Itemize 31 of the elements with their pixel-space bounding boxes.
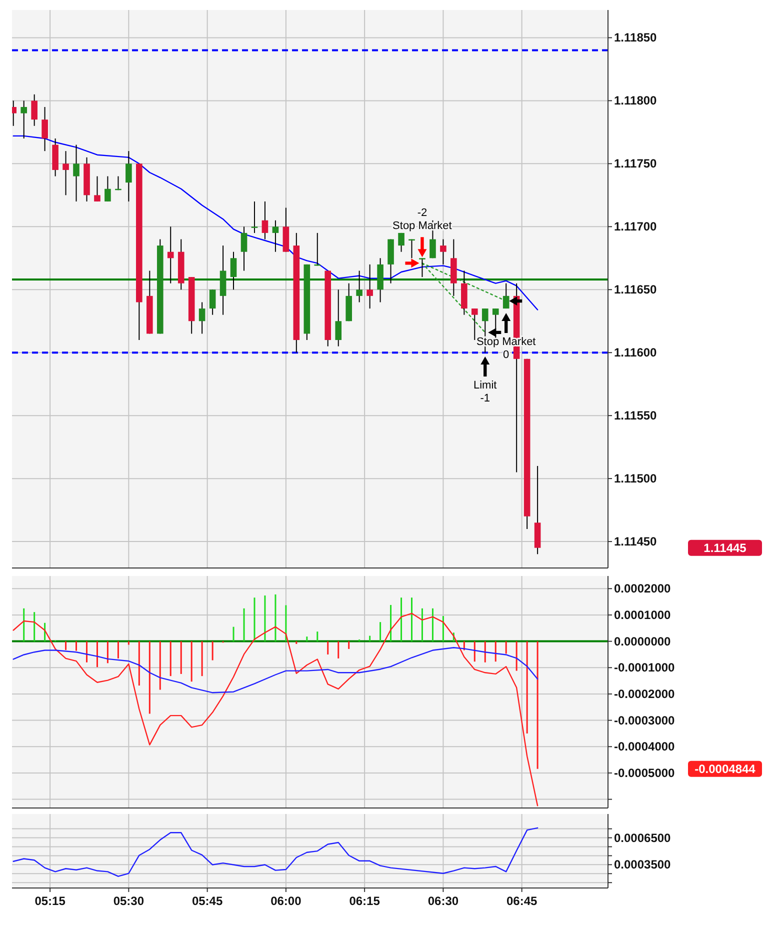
y-tick-label: 1.11600: [614, 346, 658, 360]
y-tick-label: 1.11450: [614, 534, 658, 549]
y-tick-label: 1.11550: [614, 408, 658, 423]
y-tick-label: -0.0005000: [614, 766, 676, 780]
annotation: Limit: [474, 379, 497, 392]
y-tick-label: 1.11800: [614, 94, 658, 108]
y-tick-label: 1.11750: [614, 156, 658, 171]
y-tick-label: 0.0006500: [614, 830, 672, 845]
x-tick-label: 06:00: [270, 894, 302, 908]
x-tick-label: 05:30: [113, 894, 144, 908]
text: 1.11445: [704, 540, 747, 555]
y-tick-label: 1.11850: [614, 30, 658, 45]
y-tick-label: 0.0003500: [614, 858, 672, 872]
y-tick-label: -0.0002000: [614, 686, 676, 701]
x-tick-label: 06:15: [349, 894, 380, 908]
y-tick-label: -0.0001000: [614, 660, 676, 675]
annotation: -1: [480, 392, 490, 404]
y-tick-label: 1.11500: [614, 472, 658, 486]
x-tick-label: 05:45: [192, 894, 223, 908]
y-tick-label: 0.0002000: [614, 582, 672, 596]
y-tick-label: 0.0001000: [614, 608, 672, 622]
x-tick-label: 06:45: [506, 894, 538, 908]
y-tick-label: -0.0004000: [614, 740, 676, 754]
y-tick-label: -0.0003000: [614, 713, 676, 728]
annotation: -2: [417, 207, 428, 220]
x-tick-label: 05:15: [34, 894, 66, 908]
x-tick-label: 06:30: [428, 894, 459, 908]
y-tick-label: 1.11650: [614, 282, 658, 297]
y-tick-label: 0.0000000: [614, 634, 672, 648]
y-tick-label: 1.11700: [614, 220, 658, 234]
text: -0.0004844: [694, 762, 756, 776]
